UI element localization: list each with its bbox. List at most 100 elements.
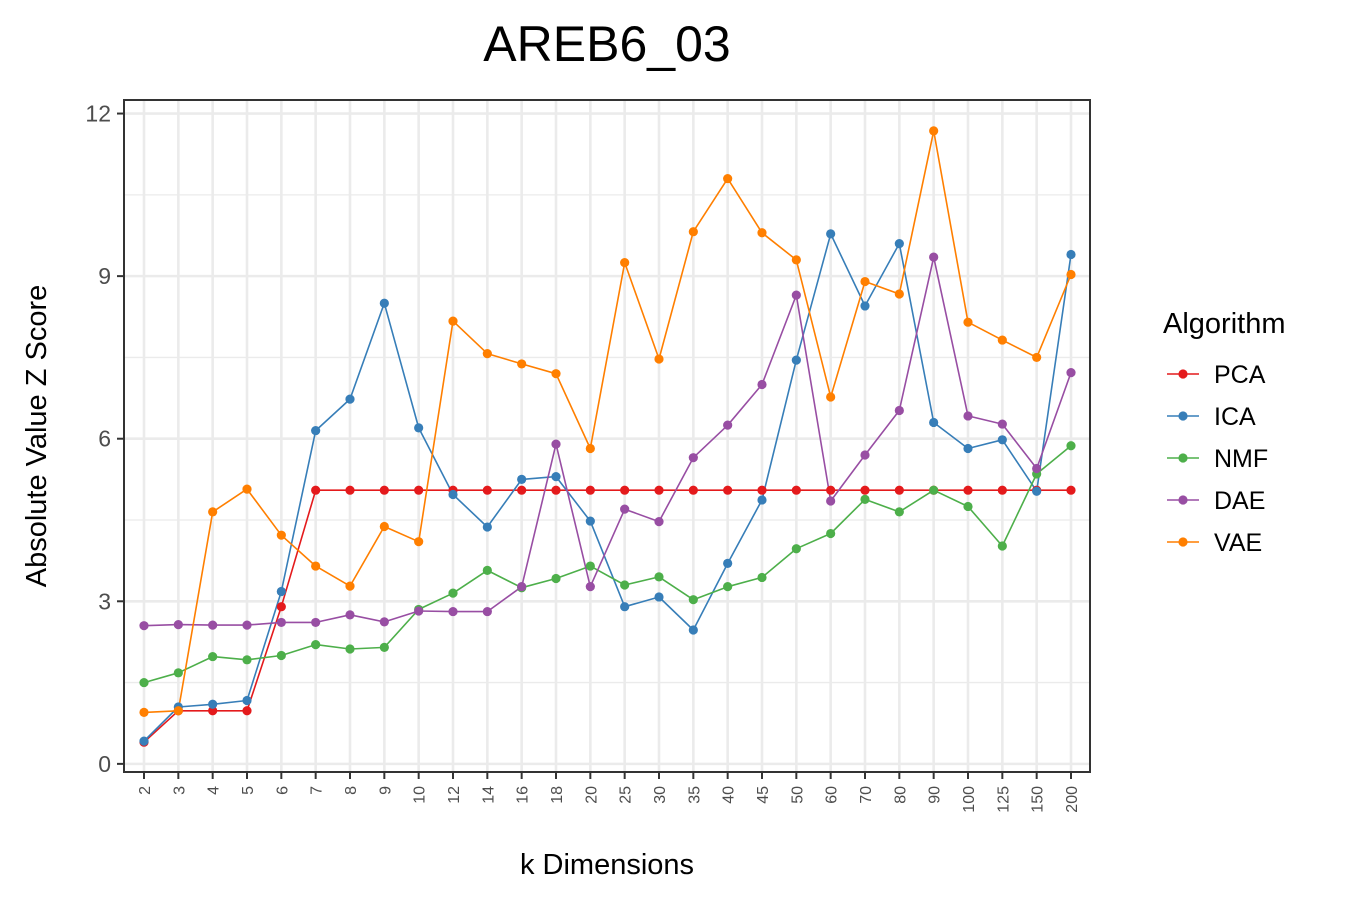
plot-border bbox=[123, 99, 1091, 773]
data-point-pca bbox=[1066, 485, 1076, 495]
data-point-nmf bbox=[345, 644, 355, 654]
data-point-ica bbox=[929, 417, 939, 428]
data-point-vae bbox=[276, 530, 286, 540]
legend-key-point bbox=[1178, 537, 1188, 547]
data-point-nmf bbox=[929, 485, 939, 495]
data-point-nmf bbox=[723, 582, 733, 592]
series-points-vae bbox=[139, 126, 1076, 717]
data-point-pca bbox=[208, 706, 218, 716]
data-point-vae bbox=[139, 707, 149, 717]
data-point-pca bbox=[963, 485, 973, 495]
legend-key-point bbox=[1178, 495, 1188, 505]
data-point-pca bbox=[345, 485, 355, 495]
data-point-ica bbox=[688, 625, 698, 635]
legend-item-ica: ICA bbox=[1167, 403, 1256, 431]
data-point-nmf bbox=[757, 572, 767, 583]
x-tick-label: 60 bbox=[824, 786, 841, 804]
data-point-pca bbox=[620, 485, 630, 495]
data-point-nmf bbox=[276, 650, 286, 661]
data-point-dae bbox=[997, 419, 1007, 429]
data-point-ica bbox=[963, 443, 973, 454]
data-point-nmf bbox=[791, 544, 801, 554]
data-point-nmf bbox=[620, 580, 630, 590]
data-point-nmf bbox=[482, 565, 492, 576]
x-tick-label: 25 bbox=[618, 786, 635, 804]
legend-item-pca: PCA bbox=[1167, 361, 1266, 389]
data-point-dae bbox=[894, 405, 904, 416]
data-point-ica bbox=[826, 229, 836, 239]
x-tick-label: 90 bbox=[927, 786, 944, 804]
y-tick-label: 6 bbox=[98, 426, 111, 452]
data-point-dae bbox=[379, 617, 389, 627]
data-point-ica bbox=[139, 736, 149, 746]
legend-label: VAE bbox=[1214, 529, 1262, 557]
data-point-vae bbox=[654, 354, 664, 364]
data-point-vae bbox=[1032, 352, 1042, 363]
data-point-vae bbox=[826, 392, 836, 402]
legend-label: NMF bbox=[1214, 445, 1268, 473]
data-point-nmf bbox=[448, 588, 458, 598]
y-tick-label: 0 bbox=[98, 751, 111, 777]
data-point-dae bbox=[585, 582, 595, 592]
data-point-ica bbox=[448, 489, 458, 500]
x-tick-label: 6 bbox=[274, 786, 291, 795]
data-point-vae bbox=[517, 359, 527, 369]
data-point-nmf bbox=[311, 640, 321, 650]
data-point-vae bbox=[414, 537, 424, 547]
data-point-pca bbox=[791, 485, 801, 495]
series-line-nmf bbox=[143, 445, 1072, 684]
x-tick-label: 3 bbox=[171, 786, 188, 795]
x-tick-label: 16 bbox=[515, 786, 532, 804]
legend-title: Algorithm bbox=[1163, 308, 1286, 340]
data-point-pca bbox=[414, 485, 424, 495]
series-line-vae bbox=[143, 130, 1072, 714]
x-tick-label: 7 bbox=[309, 786, 326, 795]
data-point-nmf bbox=[551, 573, 561, 584]
data-point-vae bbox=[311, 561, 321, 571]
x-axis: 2 3 4 5 6 7 8 9 10 12 14 16 18 20 25 30 35 40 45 50 60 70 80 90… bbox=[137, 772, 1081, 813]
data-point-ica bbox=[723, 558, 733, 568]
series-points bbox=[139, 126, 1076, 747]
data-point-dae bbox=[311, 617, 321, 628]
data-point-pca bbox=[654, 485, 664, 495]
data-point-vae bbox=[688, 227, 698, 237]
data-point-nmf bbox=[963, 501, 973, 512]
data-point-pca bbox=[517, 485, 527, 495]
series-points-dae bbox=[139, 252, 1076, 631]
data-point-vae bbox=[208, 507, 218, 517]
data-point-pca bbox=[997, 485, 1007, 495]
x-tick-label: 150 bbox=[1030, 786, 1047, 813]
data-point-vae bbox=[791, 255, 801, 265]
data-point-dae bbox=[723, 420, 733, 430]
data-point-pca bbox=[311, 485, 321, 495]
series-line-dae bbox=[143, 256, 1072, 627]
legend-key-point bbox=[1178, 369, 1188, 379]
data-point-pca bbox=[585, 485, 595, 495]
y-tick-label: 12 bbox=[85, 101, 111, 127]
data-point-vae bbox=[173, 706, 183, 716]
data-point-dae bbox=[139, 621, 149, 631]
y-axis-title: Absolute Value Z Score bbox=[21, 285, 53, 588]
x-tick-label: 30 bbox=[652, 786, 669, 804]
data-point-nmf bbox=[585, 561, 595, 571]
legend-key-point bbox=[1178, 453, 1188, 463]
data-point-vae bbox=[894, 289, 904, 299]
x-tick-label: 50 bbox=[789, 786, 806, 804]
series-points-ica bbox=[139, 229, 1076, 746]
data-point-dae bbox=[688, 453, 698, 463]
data-point-dae bbox=[276, 617, 286, 628]
data-point-ica bbox=[551, 472, 561, 482]
x-tick-label: 20 bbox=[583, 786, 600, 804]
data-point-vae bbox=[448, 316, 458, 326]
x-tick-label: 8 bbox=[343, 786, 360, 795]
legend-label: PCA bbox=[1214, 361, 1266, 389]
x-tick-label: 70 bbox=[858, 786, 875, 804]
data-point-ica bbox=[379, 298, 389, 308]
data-point-pca bbox=[242, 706, 252, 716]
x-tick-label: 14 bbox=[480, 786, 497, 804]
data-point-pca bbox=[860, 485, 870, 495]
data-point-vae bbox=[551, 369, 561, 379]
x-tick-label: 100 bbox=[961, 786, 978, 813]
data-point-ica bbox=[242, 695, 252, 706]
